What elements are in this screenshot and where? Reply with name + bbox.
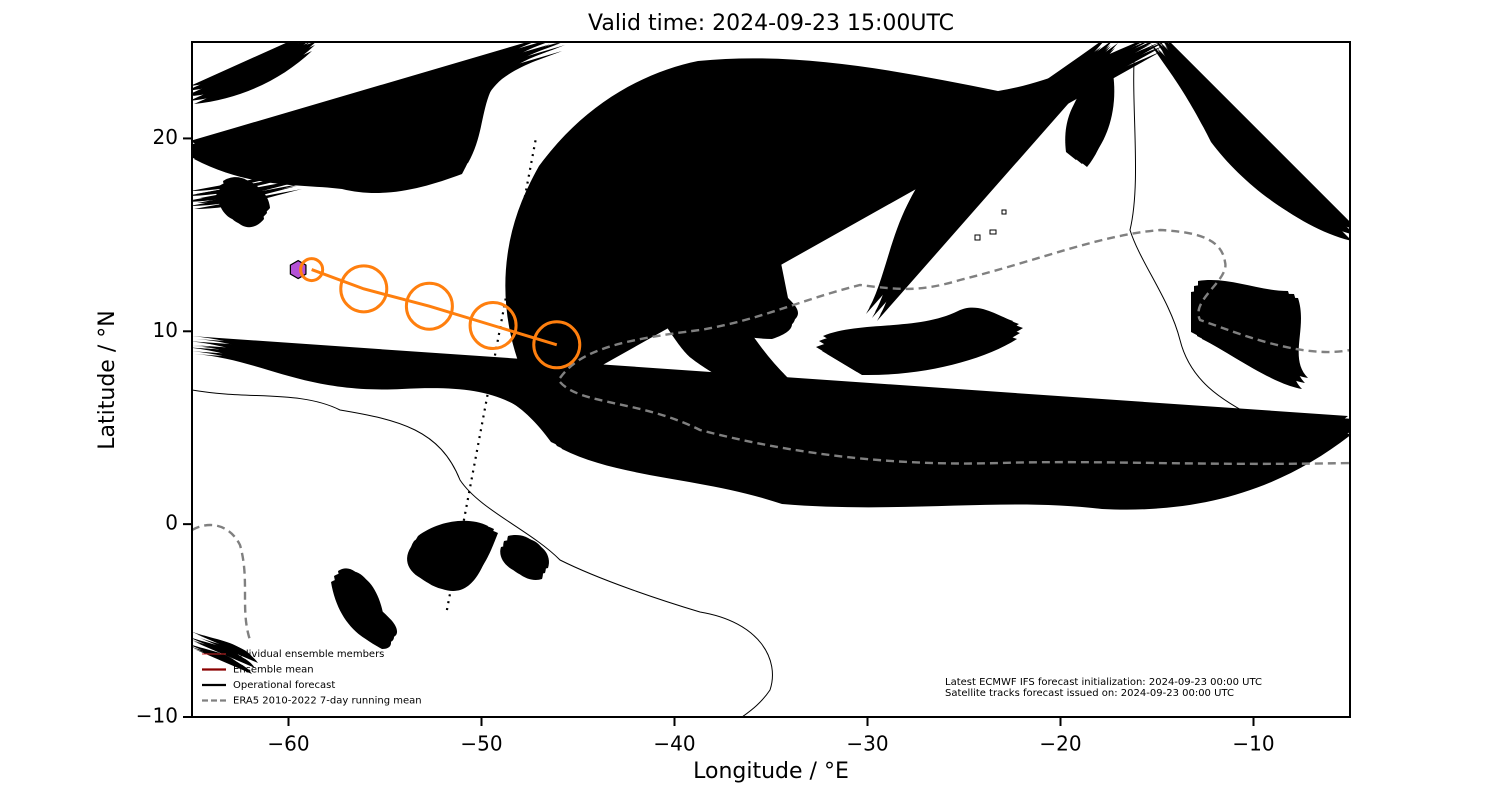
legend-label: Ensemble mean xyxy=(233,665,314,676)
x-tick-label: −30 xyxy=(846,732,888,756)
track-point xyxy=(532,320,582,370)
x-tick-label: −10 xyxy=(1232,732,1274,756)
satellite-track xyxy=(445,140,537,612)
track-point xyxy=(468,301,518,350)
track-point xyxy=(404,281,454,331)
x-tick-label: −40 xyxy=(653,732,695,756)
y-axis-label: Latitude / °N xyxy=(95,310,120,449)
contours xyxy=(192,42,1350,717)
y-tick-label: 10 xyxy=(153,318,178,342)
legend-label: ERA5 2010-2022 7-day running mean xyxy=(233,696,422,707)
annotation: Satellite tracks forecast issued on: 202… xyxy=(945,688,1234,699)
track-point xyxy=(339,264,389,314)
plot-frame xyxy=(191,41,1351,718)
x-tick-label: −20 xyxy=(1039,732,1081,756)
y-tick-label: −10 xyxy=(136,704,178,728)
legend-label: Individual ensemble members xyxy=(233,649,384,660)
x-axis-label: Longitude / °E xyxy=(693,759,849,784)
x-tick-label: −50 xyxy=(460,732,502,756)
y-tick-label: 0 xyxy=(165,511,178,535)
y-tick-label: 20 xyxy=(153,125,178,149)
legend-label: Operational forecast xyxy=(233,680,335,691)
track-point xyxy=(299,257,325,283)
chart-title: Valid time: 2024-09-23 15:00UTC xyxy=(588,11,954,36)
annotation: Latest ECMWF IFS forecast initialization… xyxy=(945,677,1262,688)
x-tick-label: −60 xyxy=(267,732,309,756)
